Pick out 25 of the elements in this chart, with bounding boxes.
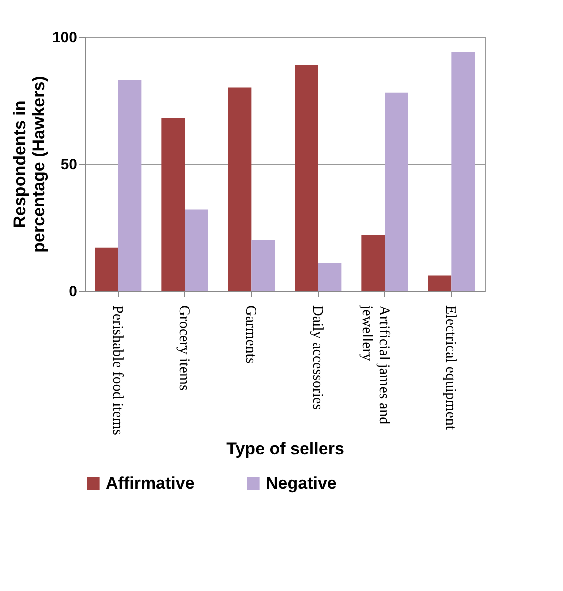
- x-tick-label: Perishable food items: [109, 306, 126, 436]
- legend-label: Affirmative: [106, 474, 195, 493]
- bar: [185, 210, 208, 291]
- bar: [228, 88, 252, 291]
- x-tick-label: Electrical equipment: [442, 306, 459, 431]
- bar: [362, 235, 385, 291]
- x-tick-label: Daily accessories: [309, 306, 326, 410]
- y-axis-title: Respondents in percentage (Hawkers): [10, 76, 48, 253]
- x-tick-label: Garments: [242, 306, 259, 364]
- bar: [252, 240, 275, 291]
- bar: [118, 80, 142, 291]
- y-tick-label: 100: [52, 30, 78, 46]
- bar: [95, 248, 118, 291]
- bar: [385, 92, 408, 291]
- y-tick-label: 50: [60, 156, 78, 174]
- x-axis-title: Type of sellers: [226, 439, 344, 458]
- legend-label: Negative: [266, 474, 337, 493]
- bar: [318, 263, 342, 291]
- y-tick-label: 0: [69, 284, 78, 300]
- x-tick-label: Grocery items: [176, 306, 192, 392]
- bar: [295, 64, 318, 291]
- x-tick-label: Artificial james and jewellery: [359, 304, 392, 426]
- bar: [452, 52, 475, 291]
- bar: [428, 276, 452, 291]
- bar: [162, 118, 185, 291]
